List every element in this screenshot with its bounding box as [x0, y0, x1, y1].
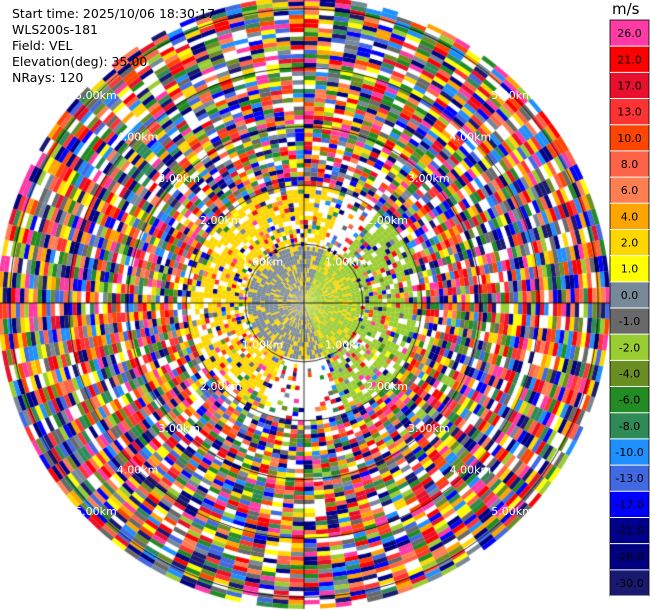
field-text: Field: VEL [12, 38, 73, 53]
instrument-text: WLS200s-181 [12, 22, 98, 37]
colorbar-unit: m/s [612, 0, 640, 18]
start-time-text: Start time: 2025/10/06 18:30:17 [12, 6, 216, 21]
elevation-text: Elevation(deg): 35.00 [12, 54, 148, 69]
nrays-text: NRays: 120 [12, 70, 84, 85]
